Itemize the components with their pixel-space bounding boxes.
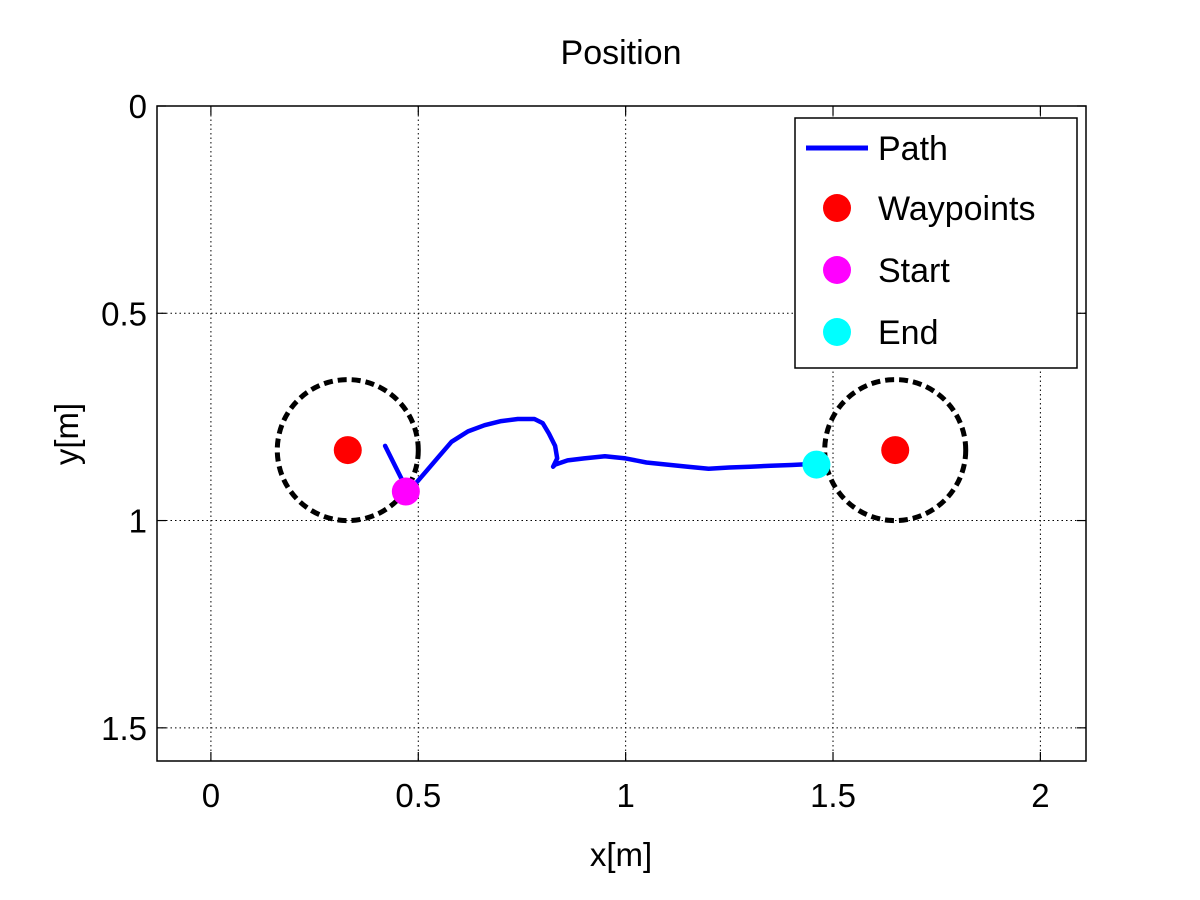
path-line [382,416,819,490]
waypoint-radius-circle [274,377,421,524]
start-marker [391,477,420,506]
legend-label: End [878,314,939,352]
y-axis-label: y[m] [48,403,85,465]
waypoint-radius-circles [274,377,969,524]
x-tick-label: 1 [616,777,634,814]
legend-label: Waypoints [878,190,1035,228]
waypoint-marker [333,436,362,465]
y-axis-ticks: 0 0.5 1 1.5 [101,88,1086,747]
markers [333,436,910,506]
x-tick-label: 0 [202,777,220,814]
end-marker [802,450,831,479]
legend-label: Start [878,252,950,290]
legend-item-path: Path [806,130,948,168]
legend-waypoints-swatch [823,194,851,222]
y-tick-label: 0 [129,88,147,125]
x-axis-label: x[m] [590,836,652,873]
y-tick-label: 1 [129,503,147,540]
y-tick-label: 1.5 [101,710,147,747]
x-tick-label: 1.5 [810,777,856,814]
legend-label: Path [878,130,948,168]
x-tick-label: 2 [1031,777,1049,814]
y-tick-label: 0.5 [101,295,147,332]
legend-end-swatch [823,318,851,346]
axes-box [156,105,1087,762]
waypoint-marker [881,436,910,465]
path-series [382,416,819,490]
legend-item-end: End [823,314,939,352]
chart-title: Position [561,34,682,72]
x-axis-ticks: 0 0.5 1 1.5 2 [202,106,1050,814]
legend-item-waypoints: Waypoints [823,190,1035,228]
legend-item-start: Start [823,252,950,290]
waypoint-radius-circle [822,377,969,524]
legend: Path Waypoints Start End [794,117,1078,369]
legend-start-swatch [823,256,851,284]
x-tick-label: 0.5 [395,777,441,814]
